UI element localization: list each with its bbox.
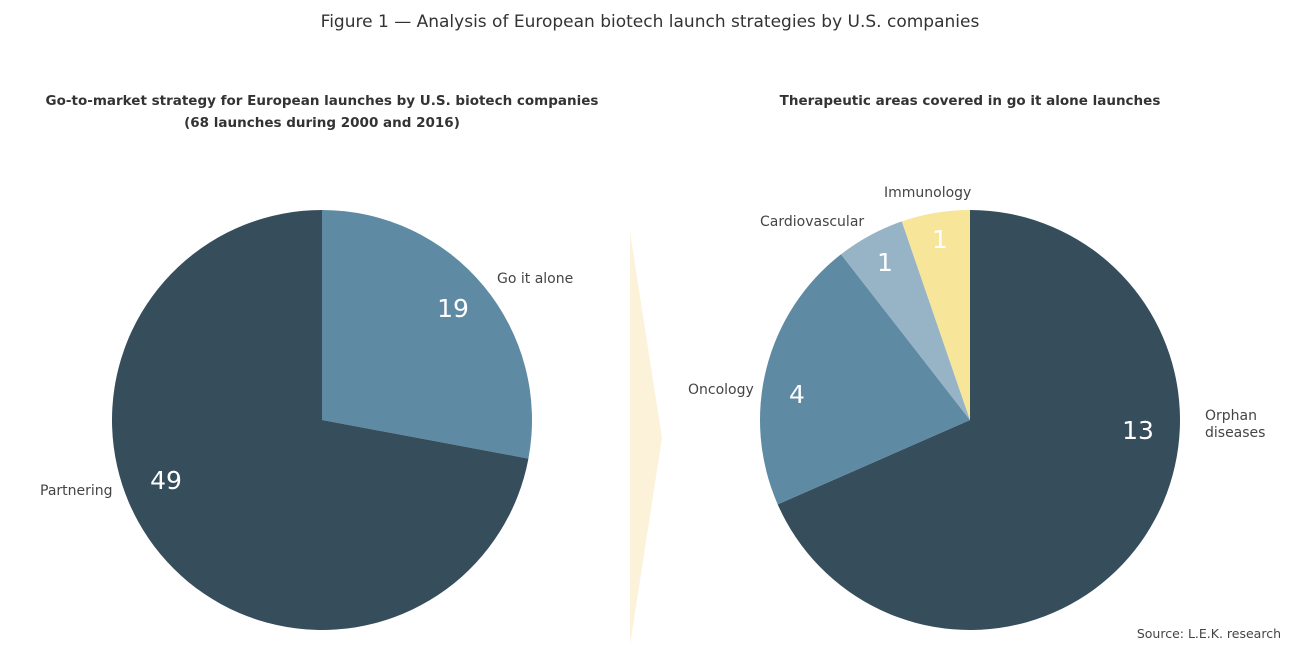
pie-slice-orphan-diseases: [777, 210, 1180, 630]
pie-slice-oncology: [760, 254, 970, 505]
slice-value-label: 4: [789, 380, 805, 409]
slice-category-label: Oncology: [688, 382, 754, 398]
right-chart-title: Therapeutic areas covered in go it alone…: [779, 93, 1161, 109]
slice-value-label: 1: [877, 248, 893, 277]
left-chart-title: Go-to-market strategy for European launc…: [22, 90, 622, 134]
slice-category-label: Go it alone: [497, 271, 573, 287]
pie-slice-partnering: [112, 210, 529, 630]
pie-slice-immunology: [901, 210, 970, 420]
pie-chart-1: 19 Go it alone 49 Partnering: [40, 210, 573, 630]
source-note: Source: L.E.K. research: [1136, 626, 1281, 641]
left-chart-subtitle: (68 launches during 2000 and 2016): [184, 115, 460, 131]
slice-value-label: 19: [437, 294, 469, 323]
pie-slice-cardiovascular: [841, 221, 970, 420]
slice-category-label: Immunology: [884, 185, 971, 201]
slice-category-label: diseases: [1205, 425, 1265, 441]
pie-slice-go-it-alone: [322, 210, 533, 459]
arrow-connector: [630, 232, 662, 645]
slice-category-label: Partnering: [40, 483, 113, 499]
slice-category-label: Cardiovascular: [760, 214, 864, 230]
slice-category-label: Orphan: [1205, 408, 1257, 424]
left-chart-title-line: Go-to-market strategy for European launc…: [45, 93, 599, 109]
slice-value-label: 1: [932, 225, 948, 254]
slice-value-label: 49: [150, 466, 182, 495]
figure-title: Figure 1 — Analysis of European biotech …: [320, 12, 980, 32]
slice-value-label: 13: [1122, 416, 1154, 445]
